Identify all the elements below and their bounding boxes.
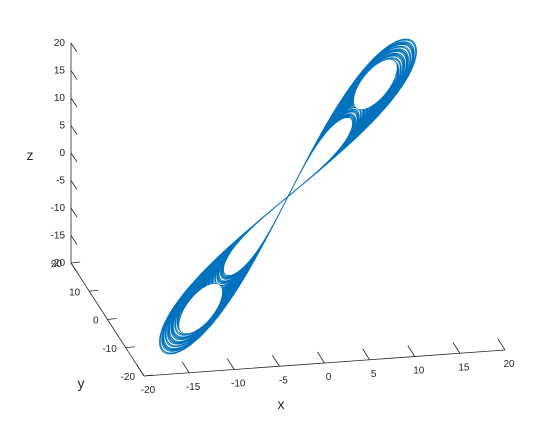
z-tick-label: -20 bbox=[51, 258, 66, 269]
y-axis-label: y bbox=[78, 375, 85, 391]
x-tick-mark bbox=[137, 365, 144, 376]
z-tick-mark bbox=[71, 181, 77, 190]
z-tick-mark bbox=[71, 126, 77, 135]
x-tick-mark bbox=[498, 339, 505, 350]
x-tick-label: 0 bbox=[326, 372, 332, 383]
z-tick-label: 0 bbox=[59, 148, 65, 159]
x-tick-label: -15 bbox=[186, 382, 201, 393]
x-ticks: -20 -15 -10 -5 0 5 10 15 20 bbox=[137, 339, 515, 396]
z-tick-label: 10 bbox=[54, 93, 66, 104]
z-tick-label: 20 bbox=[54, 38, 66, 49]
x-tick-label: 15 bbox=[458, 362, 470, 373]
trajectory-series bbox=[160, 39, 417, 354]
y-tick-label: 10 bbox=[69, 287, 81, 298]
x-tick-label: 10 bbox=[413, 366, 425, 377]
y-tick-label: -20 bbox=[121, 372, 136, 383]
z-axis-label: z bbox=[27, 147, 34, 163]
y-tick-mark bbox=[108, 319, 117, 320]
z-tick-mark bbox=[71, 208, 77, 217]
z-tick-mark bbox=[71, 98, 77, 107]
y-tick-mark bbox=[126, 347, 135, 348]
x-tick-label: 20 bbox=[503, 359, 515, 370]
x-tick-mark bbox=[408, 346, 415, 357]
z-tick-mark bbox=[71, 153, 77, 162]
x-tick-mark bbox=[227, 359, 234, 370]
z-tick-mark bbox=[71, 236, 77, 245]
z-tick-label: -15 bbox=[51, 231, 66, 242]
x-tick-mark bbox=[272, 355, 279, 366]
x-tick-label: -10 bbox=[231, 379, 246, 390]
y-tick-label: -10 bbox=[102, 344, 117, 355]
z-tick-label: -5 bbox=[56, 176, 65, 187]
x-axis-label: x bbox=[278, 396, 285, 412]
x-tick-mark bbox=[363, 349, 370, 360]
z-tick-mark bbox=[71, 71, 77, 80]
x-tick-label: 5 bbox=[371, 369, 377, 380]
x-tick-label: -20 bbox=[141, 385, 156, 396]
y-tick-label: 0 bbox=[93, 316, 99, 327]
z-tick-label: -10 bbox=[51, 203, 66, 214]
z-tick-mark bbox=[71, 43, 77, 52]
x-tick-label: -5 bbox=[279, 375, 288, 386]
x-tick-mark bbox=[318, 352, 325, 363]
y-tick-mark bbox=[71, 262, 80, 263]
axes bbox=[71, 43, 505, 376]
z-tick-label: 15 bbox=[54, 66, 66, 77]
y-tick-mark bbox=[89, 290, 98, 291]
x-tick-mark bbox=[453, 342, 460, 353]
z-ticks: -20 -15 -10 -5 0 5 10 15 20 bbox=[51, 38, 77, 272]
z-tick-mark bbox=[71, 263, 77, 272]
z-tick-label: 5 bbox=[59, 121, 65, 132]
x-tick-mark bbox=[182, 362, 189, 373]
